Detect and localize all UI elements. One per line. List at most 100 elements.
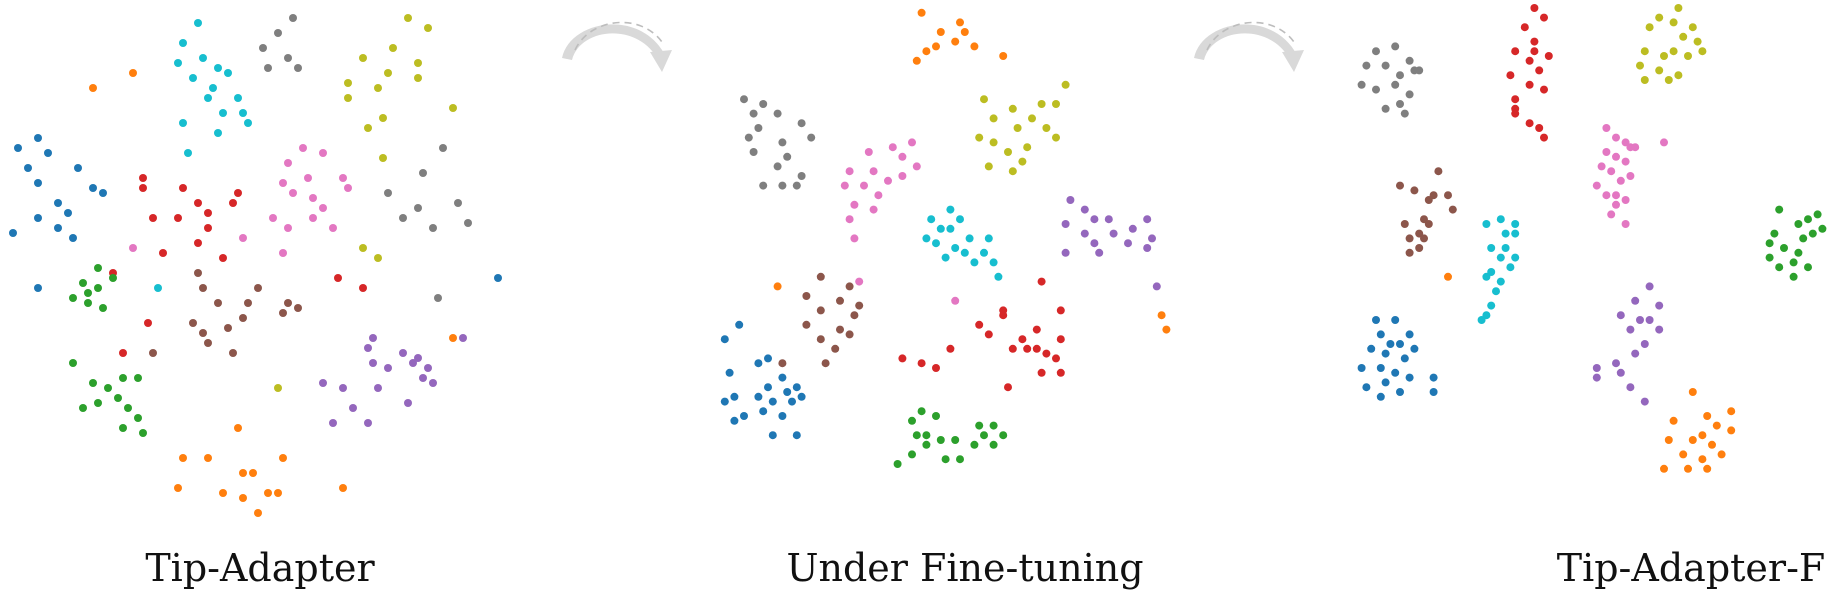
scatter-point-olive <box>1688 23 1697 32</box>
scatter-point-blue <box>783 388 792 396</box>
scatter-point-red <box>1008 344 1017 353</box>
scatter-point-cyan <box>209 84 217 92</box>
scatter-point-orange <box>174 484 182 492</box>
scatter-point-green <box>119 374 127 382</box>
scatter-point-green <box>1794 248 1803 257</box>
scatter-point-pink <box>855 277 864 286</box>
scatter-point-pink <box>898 152 907 161</box>
scatter-point-red <box>1018 335 1027 344</box>
scatter-point-green <box>79 279 87 287</box>
scatter-point-brown <box>855 301 864 310</box>
scatter-point-olive <box>1698 47 1707 56</box>
scatter-point-blue <box>740 412 748 420</box>
scatter-point-olive <box>1674 4 1683 12</box>
scatter-point-blue <box>764 383 772 392</box>
scatter-point-cyan <box>194 19 202 27</box>
scatter-point-gray <box>439 144 447 152</box>
scatter-point-cyan <box>1487 301 1496 310</box>
scatter-point-purple <box>1152 282 1161 291</box>
scatter-point-pink <box>304 174 312 182</box>
scatter-point-cyan <box>994 272 1003 281</box>
scatter-point-brown <box>1415 244 1424 252</box>
scatter-point-pink <box>1621 196 1630 204</box>
scatter-point-blue <box>1391 316 1400 324</box>
scatter-point-cyan <box>946 224 955 233</box>
scatter-point-green <box>94 399 102 407</box>
scatter-point-brown <box>821 359 830 368</box>
scatter-point-olive <box>1655 13 1664 22</box>
scatter-point-gray <box>454 199 462 207</box>
panel-title-tip-adapter-f: Tip-Adapter-F <box>1556 546 1826 590</box>
scatter-point-green <box>970 440 979 449</box>
scatter-point-olive <box>1052 133 1060 142</box>
scatter-point-green <box>936 436 945 444</box>
scatter-point-red <box>984 330 993 339</box>
scatter-point-red <box>1535 124 1544 132</box>
scatter-point-olive <box>449 104 457 112</box>
scatter-point-olive <box>1655 66 1664 75</box>
scatter-point-olive <box>364 124 372 132</box>
scatter-point-purple <box>399 349 407 357</box>
scatter-point-cyan <box>951 244 960 252</box>
scatter-point-gray <box>1391 80 1400 89</box>
scatter-point-brown <box>204 339 212 347</box>
scatter-point-pink <box>951 296 960 305</box>
scatter-point-pink <box>860 181 868 190</box>
scatter-point-gray <box>399 214 407 222</box>
panel-title-tip-adapter: Tip-Adapter <box>145 546 375 590</box>
scatter-point-orange <box>912 56 921 65</box>
scatter-point-green <box>124 404 132 412</box>
scatter-point-red <box>999 311 1008 320</box>
scatter-point-olive <box>414 74 422 82</box>
scatter-point-blue <box>34 284 42 292</box>
scatter-point-green <box>139 429 147 437</box>
scatter-point-green <box>114 394 122 402</box>
scatter-point-purple <box>1626 325 1635 334</box>
scatter-point-brown <box>294 304 302 312</box>
scatter-point-blue <box>54 224 62 232</box>
scatter-point-green <box>84 299 92 307</box>
scatter-plot-tip-adapter-f <box>1357 4 1827 473</box>
scatter-point-cyan <box>1492 287 1500 296</box>
scatter-point-purple <box>1143 244 1152 252</box>
scatter-point-purple <box>1655 301 1664 310</box>
scatter-point-olive <box>1679 32 1688 41</box>
scatter-point-orange <box>339 484 347 492</box>
scatter-point-gray <box>754 124 763 132</box>
scatter-point-olive <box>1013 124 1022 132</box>
scatter-point-olive <box>1028 114 1036 123</box>
scatter-point-gray <box>1381 61 1390 70</box>
scatter-point-pink <box>1602 124 1611 132</box>
scatter-point-red <box>1056 368 1065 377</box>
scatter-point-brown <box>802 292 811 300</box>
scatter-point-green <box>1780 244 1788 252</box>
scatter-point-olive <box>414 59 422 67</box>
scatter-point-olive <box>1052 100 1060 108</box>
scatter-point-purple <box>369 359 377 367</box>
scatter-point-cyan <box>234 94 242 102</box>
scatter-point-pink <box>845 167 854 176</box>
scatter-point-orange <box>1698 455 1707 464</box>
scatter-point-olive <box>374 254 382 262</box>
transition-arrow-2 <box>1194 21 1304 72</box>
scatter-point-purple <box>384 364 392 372</box>
scatter-point-pink <box>129 244 137 252</box>
scatter-point-blue <box>54 199 62 207</box>
scatter-point-purple <box>1592 364 1601 372</box>
scatter-point-purple <box>419 374 427 382</box>
scatter-point-blue <box>1391 368 1400 377</box>
scatter-point-gray <box>778 138 787 147</box>
scatter-point-blue <box>720 397 729 406</box>
scatter-point-red <box>917 359 926 368</box>
scatter-point-pink <box>239 234 247 242</box>
scatter-point-cyan <box>179 119 187 127</box>
scatter-point-gray <box>1381 104 1390 113</box>
scatter-point-purple <box>369 334 377 342</box>
scatter-point-red <box>204 209 212 217</box>
scatter-point-red <box>1530 37 1539 46</box>
scatter-point-green <box>908 416 916 425</box>
scatter-point-green <box>79 404 87 412</box>
arrow-1-dash <box>574 21 663 51</box>
scatter-point-pink <box>864 148 873 156</box>
scatter-point-pink <box>344 184 352 192</box>
